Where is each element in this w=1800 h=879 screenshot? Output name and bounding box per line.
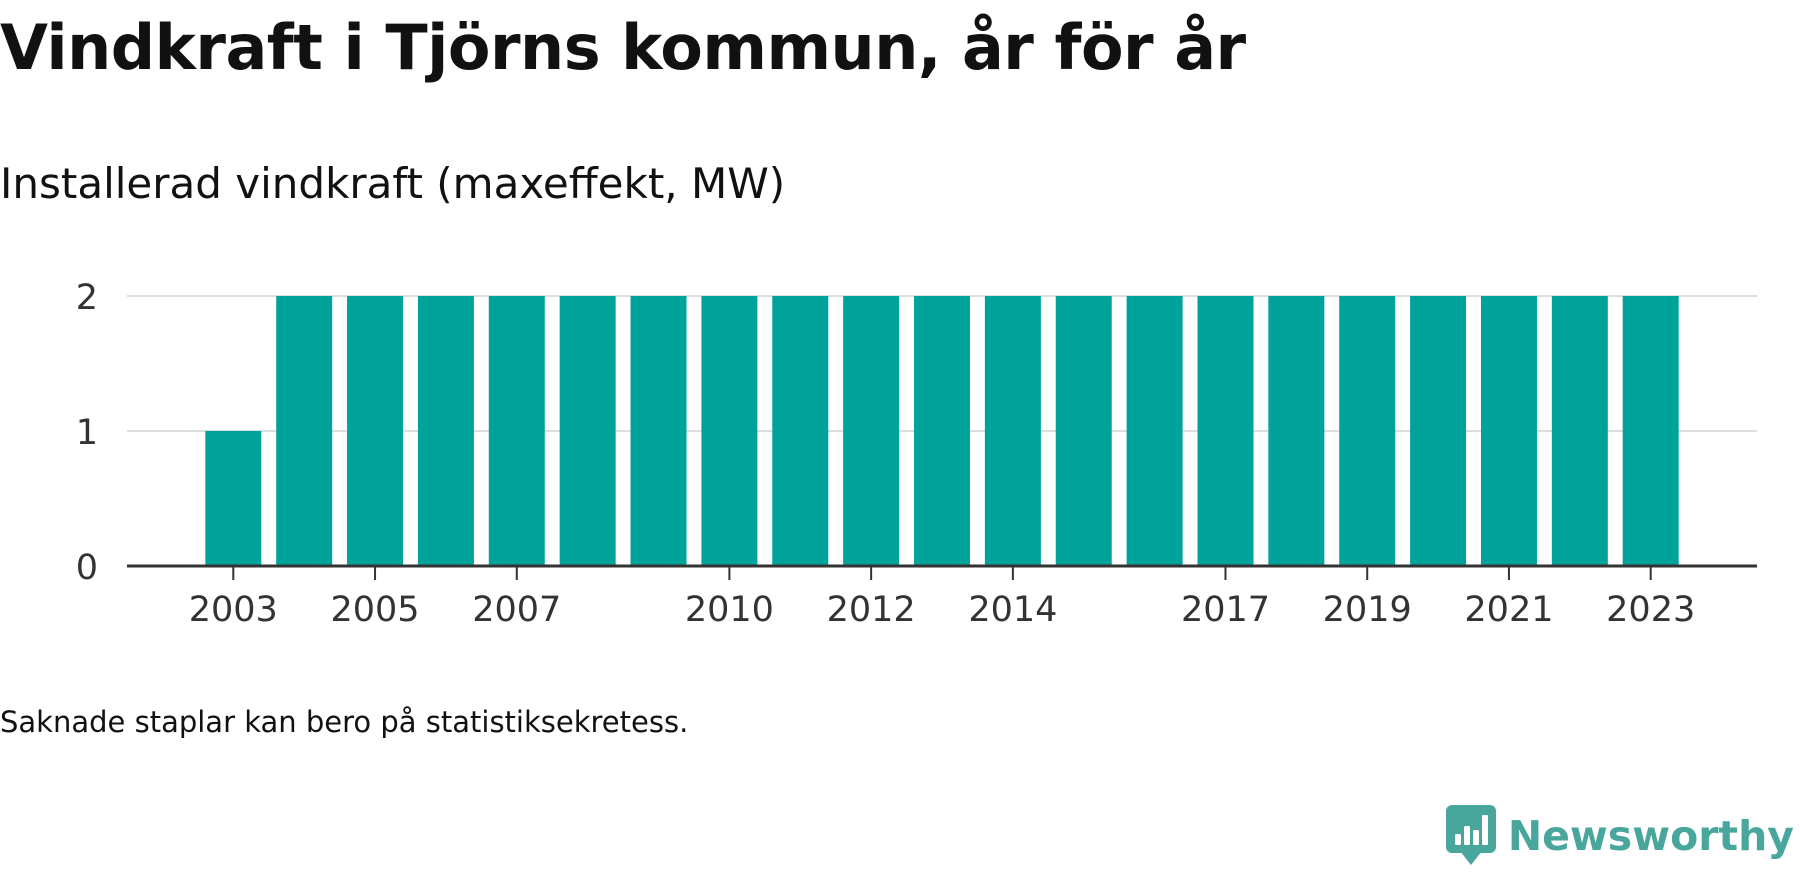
bar[interactable] — [1622, 296, 1679, 566]
x-tick-label: 2019 — [1323, 590, 1412, 630]
axes: 0 1 2 2003 2005 2007 2010 2012 2014 2017 2019 2021 2… — [76, 278, 1757, 630]
bar[interactable] — [701, 296, 758, 566]
newsworthy-logo-icon — [1445, 805, 1496, 865]
x-tick-label: 2017 — [1181, 590, 1270, 630]
bar[interactable] — [914, 296, 970, 566]
bar[interactable] — [843, 296, 900, 566]
x-tick-label: 2023 — [1606, 590, 1695, 630]
y-tick-label: 1 — [76, 413, 98, 453]
bar[interactable] — [1410, 296, 1467, 566]
x-tick-label: 2007 — [472, 590, 561, 630]
bar[interactable] — [347, 296, 404, 566]
x-tick-label: 2003 — [189, 590, 278, 630]
bar[interactable] — [205, 431, 262, 566]
x-tick-label: 2005 — [331, 590, 420, 630]
bar[interactable] — [1339, 296, 1396, 566]
chart-subtitle: Installerad vindkraft (maxeffekt, MW) — [0, 159, 786, 208]
x-tick-label: 2012 — [827, 590, 916, 630]
bar[interactable] — [984, 296, 1041, 566]
chart-canvas: 0 1 2 2003 2005 2007 2010 2012 2014 2017 2019 2021 2… — [76, 278, 1757, 630]
brand-name: Newsworthy — [1507, 812, 1794, 860]
bars — [205, 296, 1679, 566]
bar[interactable] — [1551, 296, 1608, 566]
bar[interactable] — [276, 296, 333, 566]
x-tick-label: 2014 — [968, 590, 1057, 630]
y-tick-label: 0 — [76, 548, 98, 588]
x-tick-label: 2010 — [685, 590, 774, 630]
bar-chart: 0 1 2 2003 2005 2007 2010 2012 2014 2017 2019 2021 2… — [0, 230, 1800, 650]
bar[interactable] — [559, 296, 616, 566]
bar[interactable] — [1197, 296, 1254, 566]
bar[interactable] — [1480, 296, 1537, 566]
page-title: Vindkraft i Tjörns kommun, år för år — [0, 11, 1246, 84]
bar[interactable] — [1055, 296, 1112, 566]
x-tick-label: 2021 — [1464, 590, 1553, 630]
bar[interactable] — [1126, 296, 1183, 566]
bar[interactable] — [488, 296, 545, 566]
footnote: Saknade staplar kan bero på statistiksek… — [0, 705, 689, 739]
bar[interactable] — [1268, 296, 1325, 566]
bar[interactable] — [772, 296, 829, 566]
bar[interactable] — [630, 296, 687, 566]
y-tick-label: 2 — [76, 278, 98, 318]
brand-logo[interactable]: Newsworthy — [1445, 805, 1794, 867]
bar[interactable] — [417, 296, 474, 566]
